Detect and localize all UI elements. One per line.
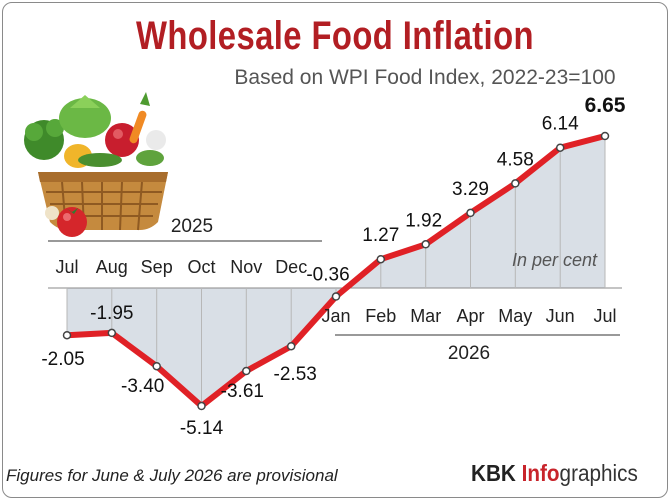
data-label: -3.40 (121, 376, 164, 397)
data-label: -5.14 (180, 418, 224, 439)
x-tick-label: Oct (187, 257, 215, 277)
data-label: -2.05 (41, 349, 84, 370)
data-label: 4.58 (497, 149, 534, 170)
x-tick-label: Sep (141, 257, 173, 277)
data-label: -1.95 (90, 303, 133, 324)
data-label: 6.14 (542, 114, 579, 135)
data-point (421, 240, 430, 249)
data-label: 3.29 (452, 179, 489, 200)
data-label: 1.92 (405, 210, 442, 231)
year-label-2025: 2025 (171, 216, 213, 237)
data-point (242, 366, 251, 376)
data-point (152, 361, 161, 371)
brand-info: Info (521, 460, 560, 486)
x-tick-label: Jun (546, 306, 575, 326)
x-tick-label: Jul (55, 257, 78, 277)
unit-note: In per cent (512, 250, 598, 270)
data-label: 1.27 (362, 225, 399, 246)
data-point (107, 328, 117, 338)
data-point (376, 254, 386, 264)
x-tick-label: Dec (275, 257, 307, 277)
x-tick-label: Jan (321, 306, 350, 326)
data-point (466, 208, 475, 218)
data-point (62, 330, 72, 340)
x-tick-label: Jul (593, 306, 616, 326)
chart-title: Wholesale Food Inflation (136, 14, 534, 58)
data-point (600, 131, 610, 141)
data-label: -0.36 (306, 265, 349, 286)
data-point (286, 341, 296, 351)
data-point (331, 292, 341, 301)
year-label-2026: 2026 (448, 343, 490, 364)
x-tick-label: Aug (96, 257, 128, 277)
chart-subtitle: Based on WPI Food Index, 2022-23=100 (234, 66, 616, 89)
brand-graphics: graphics (559, 460, 638, 486)
data-label: -2.53 (274, 364, 317, 385)
x-tick-label: Mar (410, 306, 441, 326)
x-tick-label: Feb (365, 306, 396, 326)
data-point (197, 401, 206, 411)
brand-logo: KBK Infographics (471, 460, 638, 487)
x-tick-label: Nov (230, 257, 262, 277)
brand-kbk: KBK (471, 460, 516, 486)
x-tick-label: Apr (456, 306, 484, 326)
x-tick-label: May (498, 306, 532, 326)
data-point (555, 143, 565, 152)
data-point (511, 179, 520, 188)
footnote: Figures for June & July 2026 are provisi… (6, 466, 338, 485)
data-label: 6.65 (585, 94, 626, 117)
data-label: -3.61 (221, 381, 264, 402)
vegetable-basket-icon (24, 92, 168, 237)
